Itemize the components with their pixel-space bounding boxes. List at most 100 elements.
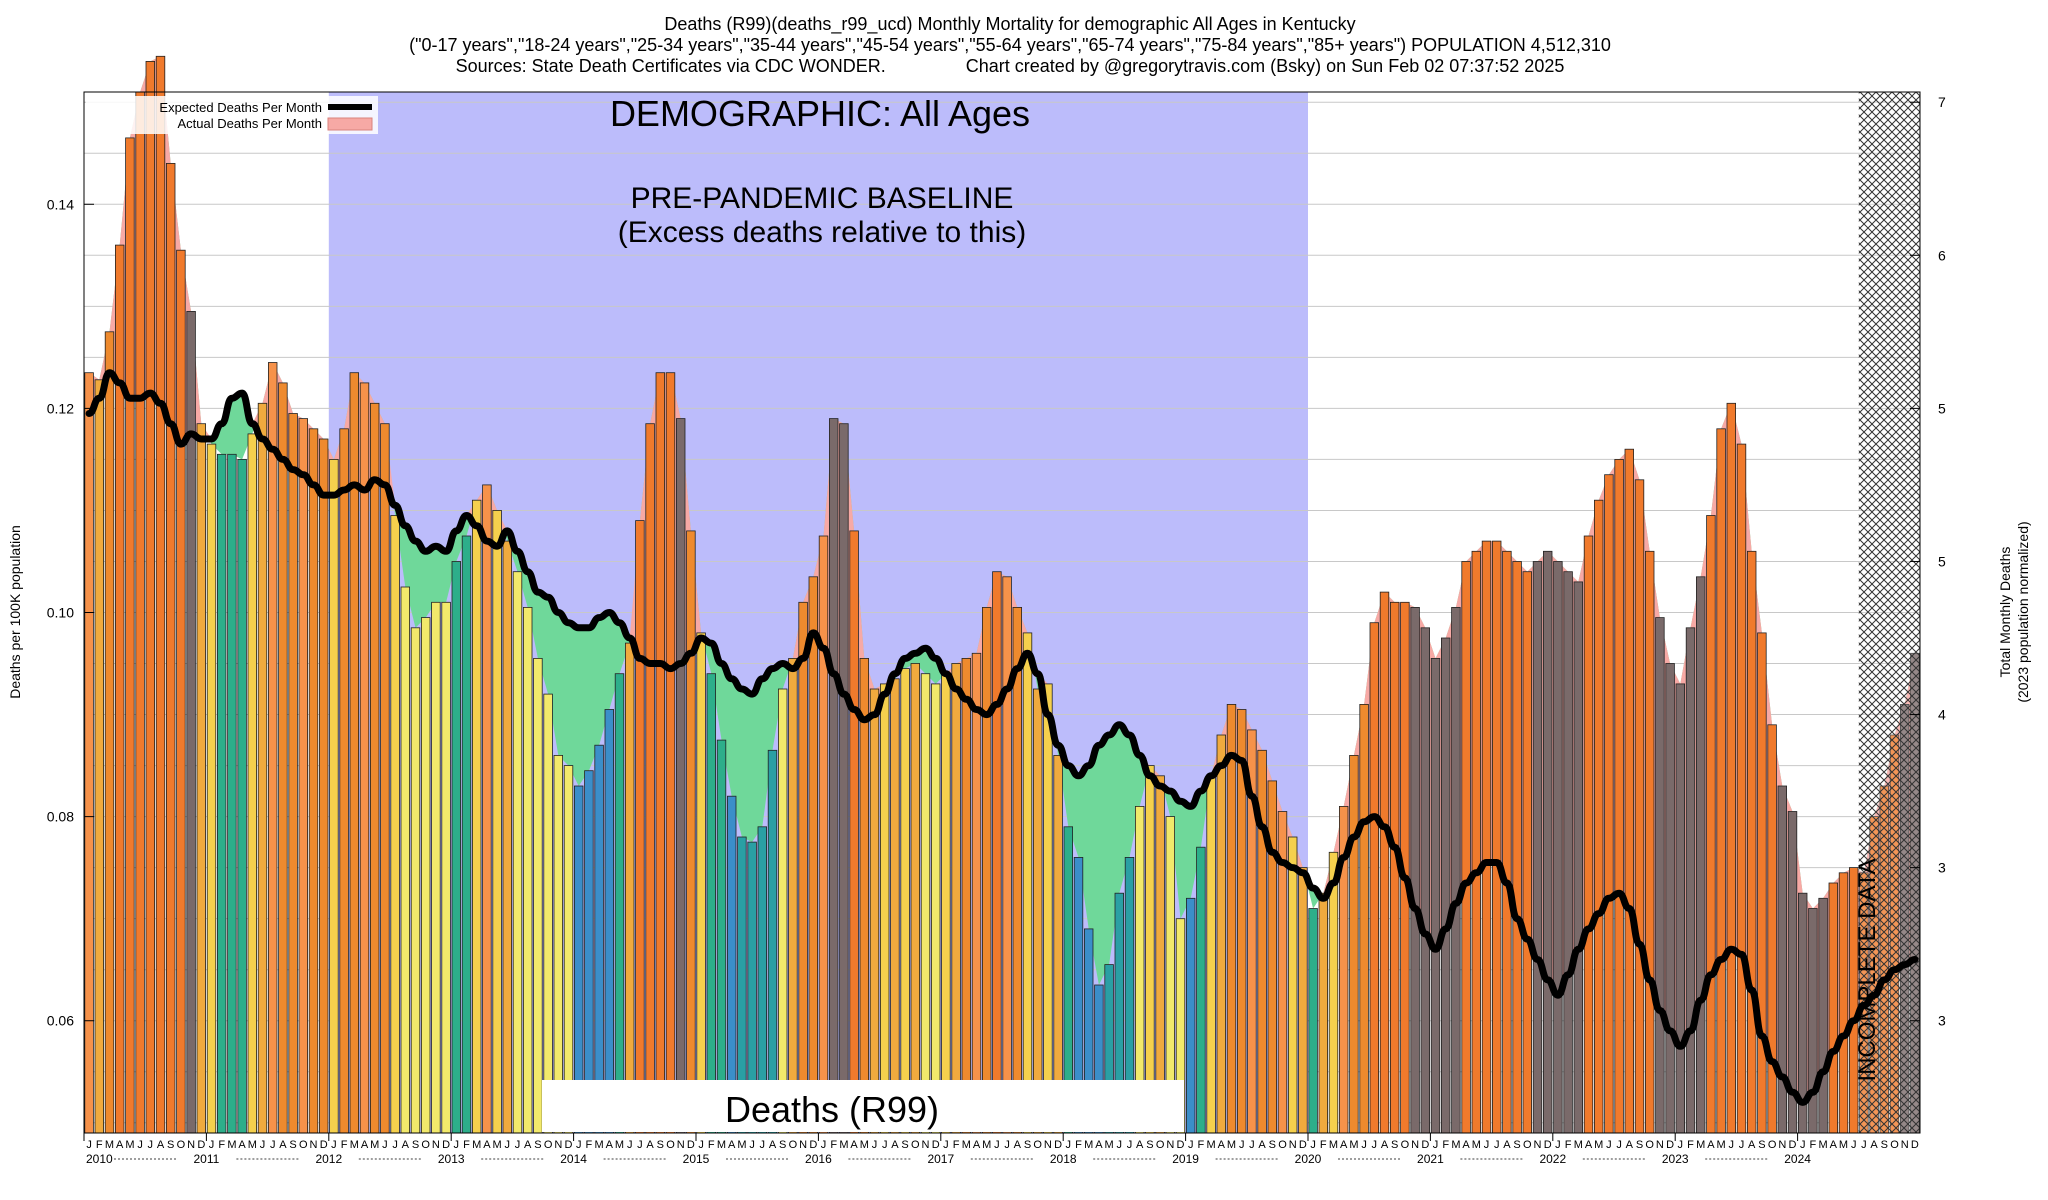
bar-157 xyxy=(1685,627,1696,1134)
cause-label: Deaths (R99) xyxy=(725,1089,939,1130)
bar-94 xyxy=(1043,683,1053,1134)
bar-134 xyxy=(1451,607,1461,1134)
bar-84 xyxy=(941,673,951,1134)
y-tick-label: 0.08 xyxy=(47,809,74,825)
month-tick-label: M xyxy=(1084,1139,1093,1151)
year-tick-label: 2017 xyxy=(927,1152,954,1166)
bar-71 xyxy=(808,576,819,1134)
month-tick-label: F xyxy=(463,1139,470,1151)
bar-80 xyxy=(900,668,910,1134)
month-tick-label: D xyxy=(687,1139,695,1151)
bar-17 xyxy=(257,402,268,1134)
bar-77 xyxy=(869,688,880,1134)
month-tick-label: O xyxy=(299,1139,308,1151)
bar-170 xyxy=(1818,897,1828,1134)
month-tick-label: N xyxy=(1411,1139,1419,1151)
bar-12 xyxy=(206,443,217,1134)
month-tick-label: N xyxy=(1534,1139,1542,1151)
year-tick-label: 2020 xyxy=(1295,1152,1322,1166)
month-tick-label: A xyxy=(891,1139,899,1151)
month-tick-label: A xyxy=(1340,1139,1348,1151)
bar-156 xyxy=(1675,683,1686,1134)
bar-136 xyxy=(1471,550,1482,1134)
month-tick-label: A xyxy=(157,1139,165,1151)
month-tick-label: D xyxy=(1299,1139,1307,1151)
month-tick-label: J xyxy=(576,1139,582,1151)
bar-42 xyxy=(512,571,523,1134)
bar-88 xyxy=(982,607,992,1134)
bar-161 xyxy=(1726,402,1737,1134)
month-tick-label: M xyxy=(1329,1139,1338,1151)
expected-deaths-line xyxy=(85,369,1919,1106)
month-tick-label: J xyxy=(872,1139,878,1151)
bar-93 xyxy=(1033,688,1043,1134)
month-tick-label: N xyxy=(554,1139,562,1151)
month-tick-label: J xyxy=(1361,1139,1367,1151)
bar-61 xyxy=(706,673,717,1134)
bar-104 xyxy=(1145,765,1155,1134)
month-tick-label: A xyxy=(1218,1139,1226,1151)
month-tick-label: J xyxy=(1739,1139,1745,1151)
month-tick-label: D xyxy=(1421,1139,1429,1151)
bar-19 xyxy=(278,382,288,1134)
month-tick-label: J xyxy=(209,1139,215,1151)
bar-162 xyxy=(1736,443,1747,1134)
bar-46 xyxy=(553,755,564,1134)
month-tick-label: A xyxy=(116,1139,124,1151)
bar-55 xyxy=(645,423,655,1134)
month-tick-label: O xyxy=(1645,1139,1654,1151)
month-tick-label: S xyxy=(534,1139,541,1151)
bar-60 xyxy=(696,632,706,1134)
month-tick-label: M xyxy=(370,1139,379,1151)
month-tick-label: O xyxy=(1523,1139,1532,1151)
month-tick-label: J xyxy=(382,1139,388,1151)
month-tick-label: J xyxy=(1066,1139,1072,1151)
month-tick-label: J xyxy=(1616,1139,1622,1151)
bar-38 xyxy=(471,499,482,1134)
year-tick-label: 2015 xyxy=(683,1152,710,1166)
month-tick-label: J xyxy=(821,1139,827,1151)
bar-21 xyxy=(298,418,309,1134)
month-tick-label: J xyxy=(1117,1139,1123,1151)
bar-47 xyxy=(563,765,574,1134)
bar-172 xyxy=(1838,872,1849,1134)
bar-119 xyxy=(1298,867,1308,1134)
bar-39 xyxy=(482,484,492,1134)
month-tick-label: M xyxy=(1696,1139,1705,1151)
month-tick-label: M xyxy=(227,1139,236,1151)
month-tick-label: S xyxy=(1146,1139,1153,1151)
month-tick-label: A xyxy=(1136,1139,1144,1151)
month-tick-label: M xyxy=(860,1139,869,1151)
bar-121 xyxy=(1318,892,1329,1134)
month-tick-label: S xyxy=(1881,1139,1888,1151)
bar-154 xyxy=(1655,617,1665,1134)
bar-51 xyxy=(604,709,615,1134)
month-tick-label: O xyxy=(1156,1139,1165,1151)
month-tick-label: F xyxy=(586,1139,593,1151)
demographic-label: DEMOGRAPHIC: All Ages xyxy=(610,93,1030,134)
bar-163 xyxy=(1747,550,1757,1134)
bar-53 xyxy=(625,642,635,1134)
bar-2 xyxy=(104,331,115,1134)
bar-13 xyxy=(216,453,227,1134)
bar-91 xyxy=(1012,607,1023,1134)
bar-130 xyxy=(1410,607,1420,1134)
month-tick-label: N xyxy=(1289,1139,1297,1151)
bar-1 xyxy=(94,379,105,1134)
bar-108 xyxy=(1186,897,1196,1134)
month-tick-label: J xyxy=(760,1139,766,1151)
month-tick-label: J xyxy=(331,1139,337,1151)
month-tick-label: M xyxy=(1227,1139,1236,1151)
year-tick-label: 2019 xyxy=(1172,1152,1199,1166)
month-tick-label: O xyxy=(421,1139,430,1151)
bar-68 xyxy=(778,688,788,1134)
bar-149 xyxy=(1604,474,1614,1134)
month-tick-label: F xyxy=(1687,1139,1694,1151)
month-tick-label: O xyxy=(1890,1139,1899,1151)
month-tick-label: D xyxy=(442,1139,450,1151)
month-tick-label: J xyxy=(1188,1139,1194,1151)
bar-29 xyxy=(380,423,390,1134)
bar-133 xyxy=(1441,637,1451,1134)
bar-70 xyxy=(798,601,808,1134)
month-tick-label: N xyxy=(1656,1139,1664,1151)
